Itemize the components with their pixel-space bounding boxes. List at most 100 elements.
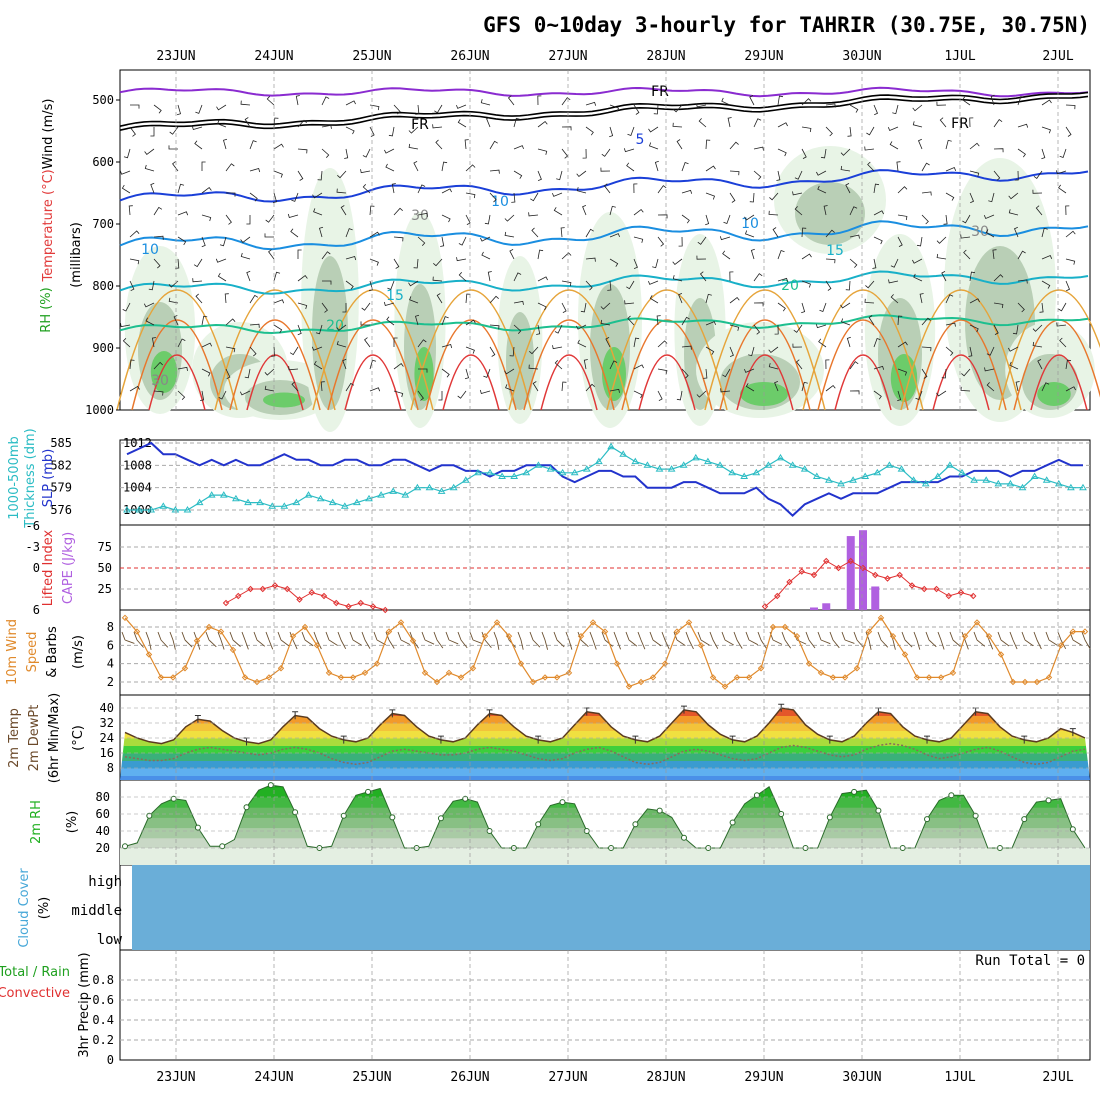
wind-barb xyxy=(143,302,155,308)
temp-minmax-bar xyxy=(535,735,542,744)
thickness-point xyxy=(582,465,591,472)
wind-barb xyxy=(921,191,932,196)
thickness-point xyxy=(788,461,797,468)
wind10m-speed-point xyxy=(277,665,285,672)
wind-barb xyxy=(609,104,620,112)
ytick-label-temp: 32 xyxy=(100,716,114,730)
wind-barb xyxy=(873,390,882,400)
wind-barb xyxy=(633,236,644,243)
wind-barb xyxy=(873,183,880,194)
wind-barb xyxy=(984,367,995,372)
wind-barb xyxy=(873,365,885,370)
wind-barb xyxy=(195,104,203,114)
wind-barb xyxy=(486,117,491,128)
ytick-label-rh: 60 xyxy=(96,807,110,821)
wind-barb xyxy=(749,95,755,106)
wind-barb xyxy=(633,183,638,194)
wind-barb xyxy=(705,214,710,226)
wind-barb xyxy=(633,208,644,216)
wind-barb xyxy=(480,236,491,242)
wind-barb xyxy=(249,323,260,328)
wind-barb xyxy=(1033,170,1043,179)
wind-barb xyxy=(840,148,851,156)
wind-barb xyxy=(744,368,755,373)
wind10m-barb xyxy=(733,631,743,649)
wind-barb xyxy=(201,368,211,377)
wind10m-barb xyxy=(1057,631,1067,650)
temp2m-line xyxy=(124,707,1086,745)
wind-barb xyxy=(745,383,755,392)
wind-barb xyxy=(465,214,471,225)
ylabel-upper-air-part: Wind (m/s) xyxy=(41,99,56,170)
surface-temp-contour xyxy=(834,354,892,411)
rh-shade-mid xyxy=(506,312,534,410)
thickness-point xyxy=(728,468,736,476)
wind10m-barb xyxy=(745,631,759,646)
wind-barb xyxy=(216,104,227,111)
wind10m-speed-point xyxy=(529,678,537,686)
wind-barb xyxy=(723,214,731,225)
wind10m-speed-point xyxy=(337,674,345,681)
wind-barb xyxy=(195,293,203,304)
wind10m-barb xyxy=(217,631,225,650)
wind-barb xyxy=(264,385,275,392)
temp-band xyxy=(120,775,1090,780)
wind-barb xyxy=(627,126,635,137)
wind-barb xyxy=(867,161,875,172)
wind-barb xyxy=(417,236,426,246)
wind10m-barb xyxy=(649,631,662,647)
ylabel-cape-part: CAPE (J/kg) xyxy=(61,532,76,604)
wind-barb xyxy=(1017,148,1026,158)
wind10m-barb xyxy=(301,631,314,647)
thickness-point xyxy=(704,457,712,465)
wind-barb xyxy=(321,96,330,106)
wind-barb xyxy=(415,104,420,115)
wind-barb xyxy=(362,148,371,158)
wind-barb xyxy=(750,248,755,260)
isotherm-label: 30 xyxy=(151,373,169,389)
wind-barb xyxy=(626,162,635,172)
wind10m-barb xyxy=(373,631,386,646)
thickness-point xyxy=(837,479,845,487)
ylabel-wind: 10m Wind xyxy=(5,619,20,685)
wind-barb xyxy=(653,104,659,115)
ytick-label-slp: 1004 xyxy=(123,481,152,495)
thickness-point xyxy=(498,472,506,479)
wind-barb xyxy=(705,293,712,304)
isotherm-label: 10 xyxy=(491,194,509,210)
ytick-label-slp: 1008 xyxy=(123,458,152,472)
wind10m-speed-point xyxy=(949,669,957,677)
thickness-point xyxy=(534,461,543,468)
wind10m-speed-point xyxy=(697,642,705,649)
wind10m-speed-point xyxy=(745,674,753,681)
date-label-bottom: 1JUL xyxy=(944,1070,975,1085)
thickness-point xyxy=(219,491,228,498)
wind-barb xyxy=(249,168,261,173)
wind10m-speed-point xyxy=(505,632,513,640)
wind-barb xyxy=(1041,227,1048,238)
wind-barb xyxy=(345,228,353,238)
date-label-bottom: 27JUN xyxy=(548,1070,587,1085)
wind-barb xyxy=(465,293,471,304)
wind-barb xyxy=(239,390,251,396)
panel-frame-thick xyxy=(119,439,1091,526)
wind-barb xyxy=(847,126,852,137)
wind-barb xyxy=(609,233,620,238)
wind-barb xyxy=(585,383,595,392)
wind10m-speed-point xyxy=(433,678,441,686)
wind-barb xyxy=(511,192,516,203)
wind-barb xyxy=(177,183,185,194)
wind-barb xyxy=(387,280,395,290)
run-total-label: Run Total = 0 xyxy=(975,953,1085,969)
wind-barb xyxy=(441,161,448,172)
wind-barb xyxy=(961,368,971,377)
wind10m-barb xyxy=(817,631,831,645)
wind-barb xyxy=(266,96,275,106)
wind-barb xyxy=(313,208,323,216)
wind-barb xyxy=(393,207,403,216)
thickness-point xyxy=(994,479,1003,487)
wind-barb xyxy=(1041,254,1053,260)
wind10m-speed-point xyxy=(229,646,237,654)
